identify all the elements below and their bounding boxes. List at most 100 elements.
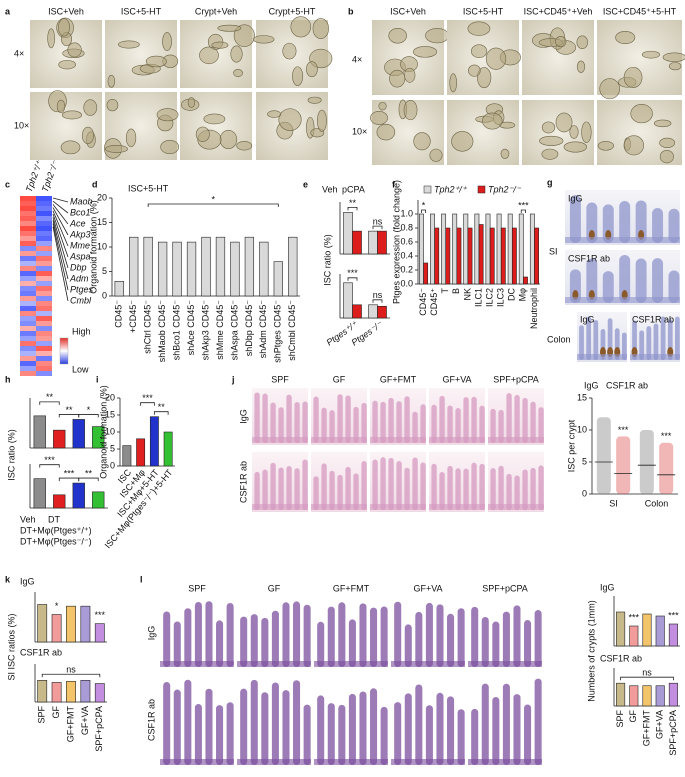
tissue-shape (668, 208, 680, 243)
tissue-shape (262, 469, 268, 510)
heatmap-cell (36, 281, 52, 286)
significance-label: ** (46, 392, 54, 402)
x-tick-label: shBco1 CD45⁻ (171, 300, 181, 361)
organoid-shape (477, 67, 492, 89)
tissue-shape (431, 463, 437, 510)
bar (518, 213, 524, 285)
tissue-shape (436, 692, 444, 765)
heatmap-cell (36, 266, 52, 271)
heatmap-cell (36, 336, 52, 341)
gene-label: Ptges (70, 284, 94, 294)
bar (92, 491, 105, 509)
heatmap-cell (20, 371, 36, 376)
tissue-shape (261, 692, 269, 765)
significance-bracket (147, 203, 279, 207)
gene-label: Aspa (69, 251, 91, 261)
tissue-shape (457, 608, 465, 667)
legend-label: Tph2⁻/⁻ (488, 184, 522, 194)
x-tick-label: GF (628, 709, 638, 722)
organoid-shape (106, 99, 119, 112)
tissue-shape (194, 704, 202, 765)
heatmap-cell (36, 356, 52, 361)
x-tick-label: ILC3 (496, 288, 506, 307)
bar (66, 605, 76, 643)
significance-label: ns (373, 290, 383, 300)
tissue-shape (359, 691, 367, 765)
heatmap-cell (20, 196, 36, 201)
tissue-shape (425, 705, 433, 765)
organoid-shape (630, 104, 653, 124)
y-tick-label: 0.2 (400, 264, 413, 274)
organoid-shape (576, 60, 586, 73)
heatmap-cell (36, 286, 52, 291)
tissue-shape (660, 316, 666, 360)
bar (496, 213, 502, 285)
bar (136, 438, 146, 467)
tissue-shape (271, 610, 279, 667)
x-tick-label: SPF (615, 710, 625, 728)
gene-label: Maob (70, 196, 93, 206)
tissue-shape (630, 354, 680, 360)
legend-swatch (423, 185, 432, 194)
tissue-shape (513, 605, 521, 667)
tissue-shape (313, 476, 319, 510)
tissue-shape (370, 504, 426, 510)
significance-bracket (39, 464, 60, 468)
bar (288, 236, 298, 297)
column-header: Crypt+Veh (195, 6, 237, 16)
gene-pointer (52, 207, 69, 236)
organoid-shape (236, 141, 253, 151)
tissue-shape (463, 397, 469, 443)
tissue-shape (415, 611, 423, 667)
row-label: CSF1R ab (146, 699, 156, 741)
distribution-range (616, 436, 631, 494)
tissue-shape (457, 709, 465, 765)
heatmap-cell (20, 356, 36, 361)
tissue-shape (271, 682, 279, 765)
x-tick-label: shDbp CD45⁻ (244, 300, 254, 357)
heatmap-cell (20, 316, 36, 321)
tissue-shape (388, 397, 394, 443)
heatmap-cell (20, 246, 36, 251)
y-tick-label: 5 (582, 456, 587, 466)
heatmap-cell (36, 211, 52, 216)
tissue-shape (282, 602, 290, 667)
tissue-shape (370, 688, 378, 765)
tissue-shape (278, 407, 284, 443)
y-tick-label: 0 (110, 460, 115, 470)
bar (534, 227, 539, 285)
tissue-shape (593, 320, 599, 360)
tissue-shape (534, 678, 542, 765)
panel-label: j (231, 374, 235, 384)
heatmap-cell (20, 281, 36, 286)
organoid-shape (195, 126, 210, 142)
organoid-shape (267, 110, 282, 118)
heatmap-cell (36, 326, 52, 331)
heatmap-cell (36, 306, 52, 311)
tissue-shape (317, 695, 325, 765)
bar (668, 623, 678, 647)
y-axis-label: ISC ratio (%) (6, 429, 16, 481)
organoid-shape (61, 110, 83, 120)
x-tick-label: shAce CD45⁻ (186, 300, 196, 356)
panel-label: i (96, 374, 99, 384)
tissue-shape (372, 400, 378, 443)
gene-pointer (52, 217, 69, 269)
organoid-shape (378, 101, 387, 111)
bar (143, 236, 153, 297)
y-tick-label: 10 (97, 241, 107, 251)
tissue-shape (502, 611, 510, 667)
bar (53, 494, 66, 509)
bar (114, 280, 124, 297)
heatmap-cell (36, 351, 52, 356)
x-tick-label: Colon (645, 498, 669, 508)
row-label: 10× (352, 126, 367, 136)
significance-label: *** (618, 425, 629, 435)
significance-bracket (372, 299, 383, 303)
tissue-shape (471, 396, 477, 443)
gene-pointer (52, 197, 69, 203)
significance-bracket (39, 401, 60, 405)
bar (51, 682, 62, 703)
legend-label: DT+Mφ(Ptges⁺/⁺) (20, 525, 92, 535)
heatmap-cell (20, 291, 36, 296)
